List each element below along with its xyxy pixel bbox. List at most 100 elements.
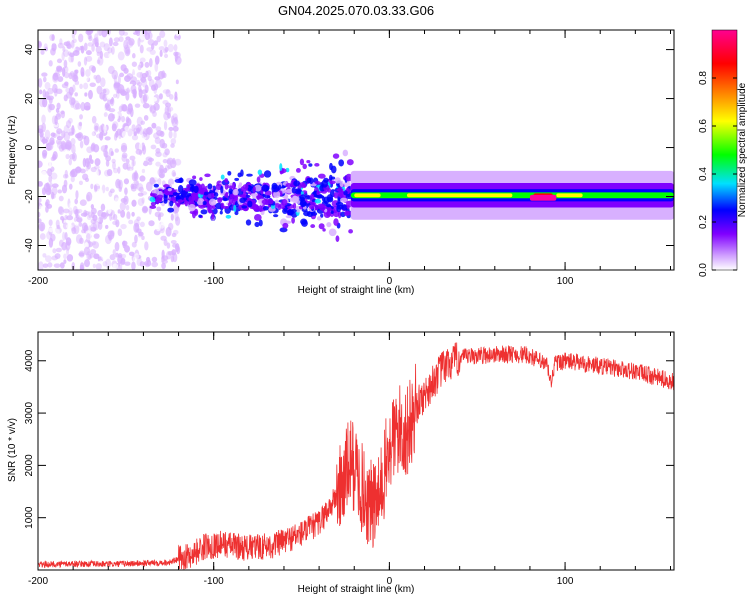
heatmap-cell: [51, 42, 57, 52]
heatmap-cell: [168, 197, 175, 202]
heatmap-cell: [139, 261, 145, 267]
snr-x-tick-label: -200: [28, 576, 48, 587]
heatmap-cell: [102, 263, 107, 269]
heatmap-cell: [76, 131, 84, 142]
heatmap-cell: [57, 42, 64, 49]
heatmap-cell: [204, 191, 209, 196]
heatmap-cell: [154, 176, 159, 181]
heatmap-cell: [224, 183, 229, 190]
heatmap-cell: [174, 51, 178, 62]
heatmap-cell: [85, 230, 92, 241]
heatmap-cell: [66, 254, 74, 262]
heatmap-cell: [42, 253, 47, 258]
heatmap-cell: [213, 192, 219, 198]
heatmap-cell: [136, 216, 141, 222]
heatmap-cell: [220, 174, 225, 180]
heatmap-cell: [219, 210, 223, 215]
heatmap-cell: [71, 39, 75, 49]
heatmap-cell: [124, 187, 128, 196]
heatmap-cell: [327, 188, 332, 193]
heatmap-cell: [317, 173, 326, 179]
heatmap-cell: [59, 262, 65, 269]
heatmap-cell: [124, 125, 130, 132]
heatmap-cell: [70, 138, 76, 146]
heatmap-cell: [68, 158, 72, 166]
heatmap-cell: [227, 170, 232, 176]
spectrogram-x-tick-label: -200: [28, 276, 48, 287]
heatmap-cell: [88, 89, 93, 100]
snr-y-tick-label: 4000: [24, 349, 35, 372]
heatmap-cell: [133, 92, 137, 99]
heatmap-cell: [161, 255, 169, 261]
colorbar-tick-label: 0.4: [698, 167, 709, 181]
spectrogram-xlabel: Height of straight line (km): [298, 285, 415, 296]
heatmap-cell: [144, 213, 149, 221]
heatmap-cell: [151, 122, 157, 129]
heatmap-cell: [86, 161, 91, 170]
heatmap-cell: [73, 209, 80, 215]
heatmap-cell: [222, 197, 228, 202]
heatmap-cell: [141, 72, 148, 79]
heatmap-cell: [172, 229, 179, 235]
heatmap-cell: [303, 210, 310, 217]
heatmap-cell: [39, 233, 46, 240]
heatmap-cell: [38, 204, 43, 213]
heatmap-cell: [160, 221, 165, 229]
heatmap-cell: [200, 209, 208, 215]
heatmap-cell: [156, 35, 162, 43]
heatmap-cell: [199, 177, 203, 181]
heatmap-cell: [155, 147, 161, 154]
heatmap-cell: [80, 101, 86, 112]
heatmap-cell: [247, 200, 253, 208]
heatmap-cell: [309, 204, 315, 210]
heatmap-cell: [159, 130, 165, 137]
heatmap-cell: [153, 40, 159, 46]
heatmap-cell: [224, 178, 229, 183]
heatmap-cell: [137, 192, 144, 197]
heatmap-cell: [121, 115, 126, 123]
heatmap-cell: [141, 197, 145, 204]
heatmap-cell: [125, 204, 130, 211]
heatmap-cell: [306, 159, 311, 164]
heatmap-cell: [64, 144, 71, 150]
colorbar-label: Normalized spectral amplitude: [737, 82, 748, 217]
heatmap-cell: [135, 149, 143, 155]
heatmap-cell: [83, 259, 91, 268]
spectrogram-y-tick-label: 20: [24, 93, 35, 105]
heatmap-cell: [50, 132, 56, 138]
spectrogram-x-tick-label: -100: [204, 276, 224, 287]
heatmap-cell: [167, 250, 174, 256]
heatmap-cell: [124, 261, 131, 266]
heatmap-cell: [188, 203, 196, 212]
heatmap-cell: [75, 214, 80, 219]
heatmap-cell: [333, 218, 339, 226]
heatmap-cell: [155, 126, 162, 132]
heatmap-cell: [113, 213, 118, 221]
heatmap-cell: [202, 194, 206, 200]
heatmap-cell: [299, 199, 307, 208]
heatmap-cell: [38, 211, 41, 218]
spectrogram-x-tick-label: 0: [387, 276, 393, 287]
heatmap-cell: [263, 170, 272, 178]
heatmap-cell: [330, 210, 334, 215]
colorbar-tick-label: 0.2: [698, 215, 709, 229]
heatmap-cell: [158, 93, 163, 100]
heatmap-cell: [164, 126, 169, 132]
heatmap-cell: [120, 144, 128, 153]
heatmap-cell: [71, 261, 75, 270]
heatmap-cell: [237, 172, 242, 178]
heatmap-cell: [50, 172, 58, 180]
heatmap-cell: [74, 102, 82, 110]
heatmap-cell: [136, 30, 141, 37]
heatmap-cell: [141, 235, 145, 241]
heatmap-cell: [78, 252, 85, 257]
heatmap-cell: [178, 184, 184, 193]
heatmap-cell: [53, 263, 61, 268]
heatmap-cell: [147, 39, 155, 46]
heatmap-cell: [100, 77, 106, 88]
heatmap-cell: [57, 206, 64, 215]
heatmap-cell: [86, 77, 91, 83]
heatmap-cell: [120, 223, 127, 230]
heatmap-cell: [68, 117, 73, 124]
